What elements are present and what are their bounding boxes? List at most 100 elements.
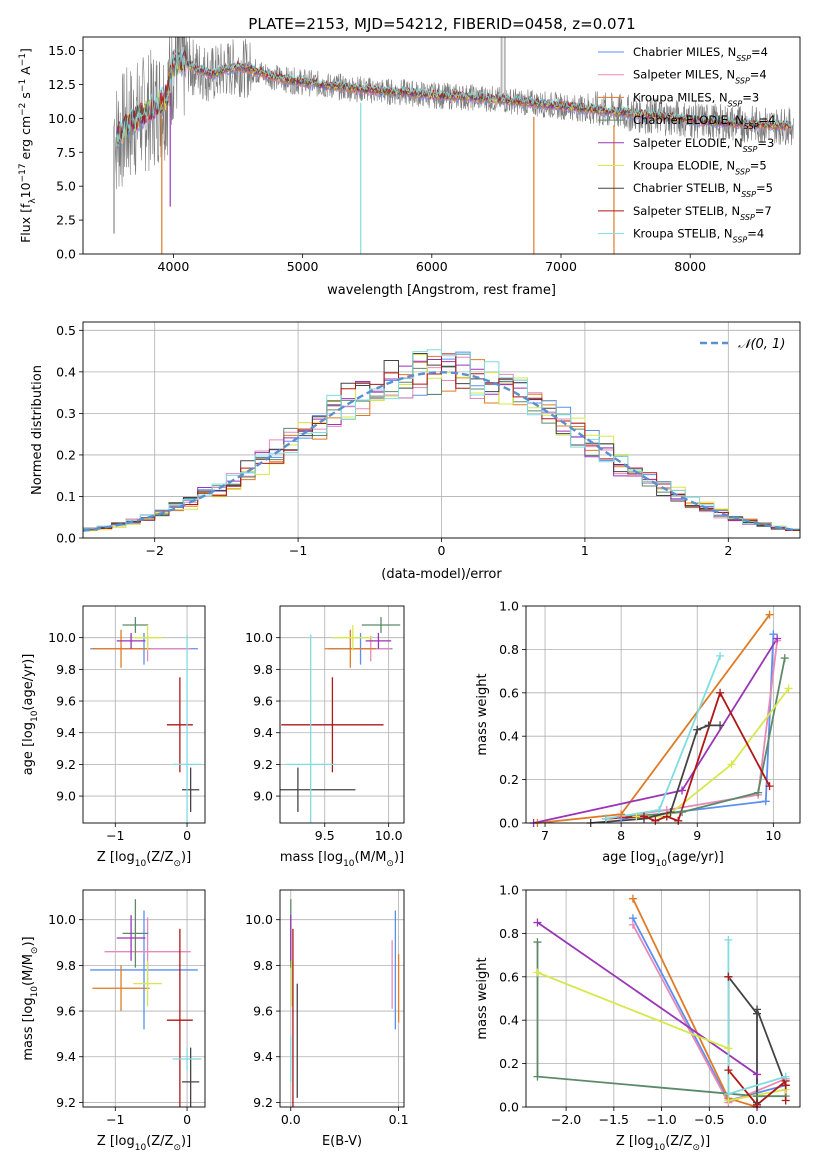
x-axis-label-part: )] [181,850,191,865]
x-tick-label: 9 [693,828,701,843]
x-axis-label: Z [log10(Z/Z⊙)] [616,1134,710,1153]
y-tick-label: 10.0 [245,912,273,927]
y-tick-label: 9.6 [56,694,76,709]
legend-sub: SSP [728,99,743,108]
weight-point-marker [666,808,675,817]
weight-point-marker [753,1070,762,1079]
legend-sub: SSP [733,235,748,244]
x-axis-label-part: Z [log [616,1134,654,1149]
weight-point-marker [724,1044,733,1053]
legend-name: Chabrier MILES, N [633,45,736,59]
weight-point-marker [780,654,789,663]
plot-area [113,37,794,254]
weight-point-marker [716,688,725,697]
y-tick-label: 9.2 [253,757,273,772]
weight-point-marker [716,721,725,730]
y-tick-label: 9.4 [56,1049,76,1064]
x-axis-label-part: )] [181,1134,191,1149]
x-axis-label-part: 10 [655,859,667,869]
y-axis-label-part: erg cm [18,116,33,164]
y-tick-label: 1.0 [499,599,519,614]
y-tick-label: 0.0 [56,247,76,262]
y-axis-label-part: )] [21,936,36,946]
y-axis-label-part: −1 [18,53,28,66]
weight-point-marker [693,725,702,734]
y-tick-label: 12.5 [48,77,76,92]
y-axis-label-part: (age/yr)] [21,654,36,711]
y-tick-label: 0.4 [499,1013,519,1028]
x-tick-label: 6000 [416,259,448,274]
x-axis-label-part: ⊙ [173,1143,181,1153]
y-axis-label-part: 10 [30,710,40,722]
y-tick-label: 10.0 [48,111,76,126]
legend-sub: SSP [744,122,759,131]
legend-sub: SSP [741,190,756,199]
weight-point-marker [753,1005,762,1014]
x-tick-label: 0.0 [281,1112,301,1127]
plot-area [280,890,404,1107]
y-axis-label-part: ⊙ [30,947,40,955]
y-tick-label: 0.2 [499,772,519,787]
gaussian-legend-label: 𝒩(0, 1) [738,337,785,352]
weight-point-marker [781,1096,790,1105]
legend-sub: SSP [740,212,755,221]
plot-area [280,606,404,823]
x-axis-label-part: 10 [654,1143,666,1153]
x-axis-label-part: ⊙ [173,859,181,869]
x-tick-label: 0.1 [389,1112,409,1127]
legend-entry: Chabrier MILES, NSSP=4 [633,45,768,63]
x-axis-label-part: 10 [135,1143,147,1153]
x-axis-label: E(B-V) [322,1134,362,1149]
y-tick-label: 9.6 [56,1004,76,1019]
legend-name: Chabrier STELIB, N [633,181,741,195]
x-tick-label: 0.0 [747,1112,767,1127]
x-axis-label-part: Z [log [97,1134,135,1149]
y-tick-label: 9.4 [253,725,273,740]
x-axis-label-part: ⊙ [692,1143,700,1153]
y-tick-label: 10.0 [245,630,273,645]
figure-title: PLATE=2153, MJD=54212, FIBERID=0458, z=0… [248,15,635,33]
weight-point-marker [781,1081,790,1090]
legend-name: Kroupa STELIB, N [633,227,733,241]
age-vs-mass-panel: 9.5 10.0 9.0 9.2 9.4 9.6 9.8 10.0 mass [log10(M/… [245,605,405,869]
y-tick-label: 9.8 [56,958,76,973]
weight-series-line [727,976,787,1103]
gaussian-reference-line [83,371,798,532]
legend-sub: SSP [743,144,758,153]
legend-sub: SSP [735,76,750,85]
y-tick-label: 9.2 [56,1095,76,1110]
weight-point-marker [724,972,733,981]
x-tick-label: 9.5 [315,828,335,843]
x-axis-label-part: (Z/Z [146,1134,173,1149]
y-tick-label: 9.2 [253,1095,273,1110]
weight-point-marker [724,1066,733,1075]
weight-point-marker [628,894,637,903]
legend-entry: Chabrier STELIB, NSSP=5 [633,181,773,199]
weight-point-marker [655,805,664,814]
x-axis-label-part: Z [log [97,850,135,865]
residuals-panel: −2 −1 0 1 2 0.0 0.1 0.2 0.3 0.4 0.5 𝒩(0, 1) (data-mo… [30,321,801,582]
weight-point-marker [765,782,774,791]
weight-point-marker [769,630,778,639]
y-axis-label-part: −1 [18,79,28,92]
model-spectrum-line [116,49,792,147]
weight-point-marker [754,788,763,797]
legend-entry: Salpeter STELIB, NSSP=7 [633,204,772,222]
x-tick-label: 5000 [287,259,319,274]
y-tick-label: 9.2 [56,757,76,772]
y-tick-label: 5.0 [56,179,76,194]
x-tick-label: 1 [581,543,589,558]
x-tick-label: 8 [617,828,625,843]
axes-frame [279,889,405,1108]
legend-suffix: =3 [757,136,774,150]
weight-point-marker [753,1100,762,1109]
x-axis-label: Z [log10(Z/Z⊙)] [97,1134,191,1153]
axes-frame [525,605,801,824]
legend-entry: Kroupa MILES, NSSP=3 [633,90,759,108]
x-tick-label: −1.0 [646,1112,676,1127]
y-axis-label: Flux [fλ10−17 erg cm−2 s−1 A−1] [18,48,38,243]
weight-vs-metallicity-panel: −2.0 −1.5 −1.0 −0.5 0.0 0.0 0.2 0.4 0.6 0.8 1.0 Z [… [475,883,801,1153]
y-tick-label: 0.5 [56,323,76,338]
y-tick-label: 0.8 [499,926,519,941]
